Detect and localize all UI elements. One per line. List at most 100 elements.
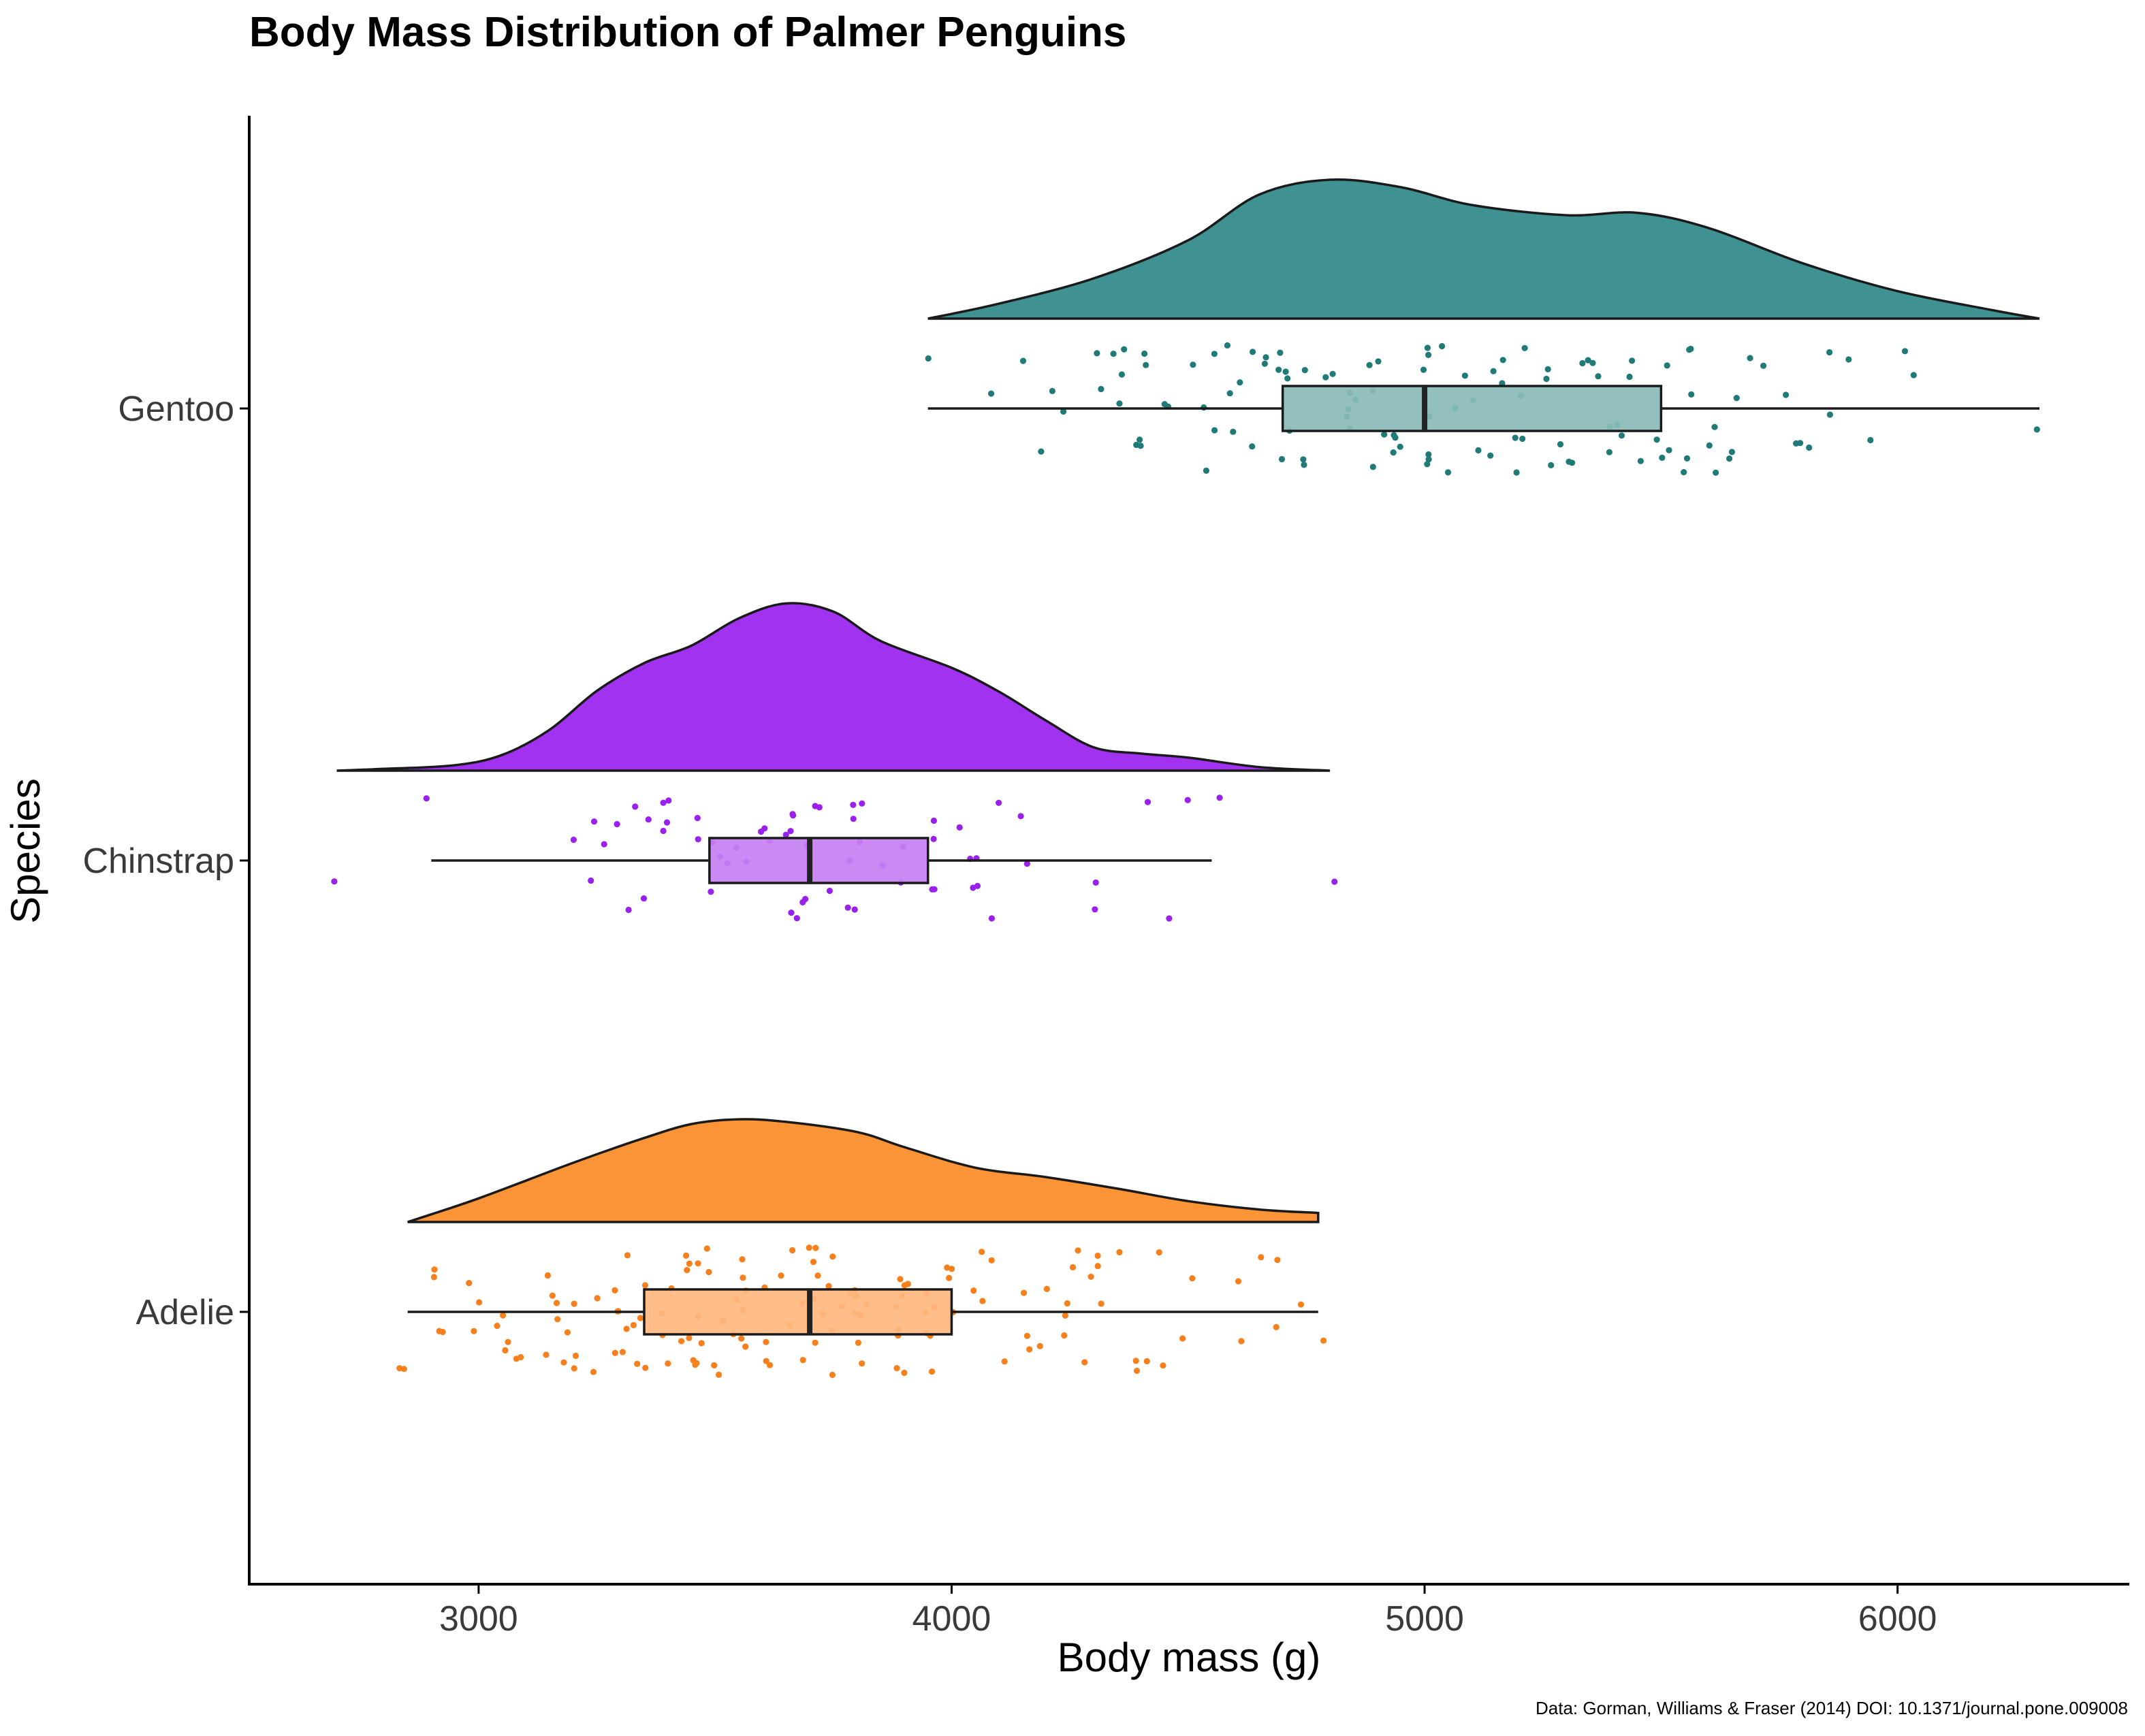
point-gentoo bbox=[1711, 423, 1718, 430]
point-gentoo bbox=[1301, 367, 1308, 374]
point-chinstrap bbox=[570, 836, 577, 843]
point-gentoo bbox=[1475, 447, 1482, 454]
point-adelie bbox=[1020, 1289, 1028, 1296]
point-gentoo bbox=[1653, 436, 1660, 443]
point-adelie bbox=[1023, 1332, 1030, 1339]
point-adelie bbox=[1258, 1254, 1265, 1261]
point-gentoo bbox=[1760, 362, 1767, 369]
point-adelie bbox=[543, 1351, 550, 1358]
point-gentoo bbox=[1606, 449, 1612, 455]
point-adelie bbox=[763, 1338, 769, 1345]
point-adelie bbox=[1116, 1249, 1123, 1255]
point-adelie bbox=[590, 1368, 597, 1375]
point-gentoo bbox=[1659, 454, 1666, 462]
density-chinstrap bbox=[336, 602, 1331, 772]
point-adelie bbox=[806, 1244, 812, 1251]
point-gentoo bbox=[1713, 469, 1719, 476]
point-chinstrap bbox=[588, 877, 594, 884]
point-adelie bbox=[901, 1369, 908, 1377]
point-chinstrap bbox=[850, 801, 857, 808]
density-gentoo bbox=[927, 178, 2040, 320]
point-gentoo bbox=[1141, 350, 1148, 357]
point-gentoo bbox=[1733, 395, 1740, 402]
point-adelie bbox=[431, 1266, 438, 1273]
point-gentoo bbox=[1133, 441, 1140, 449]
point-gentoo bbox=[1250, 349, 1256, 355]
point-chinstrap bbox=[601, 841, 607, 848]
point-chinstrap bbox=[1092, 879, 1099, 886]
point-chinstrap bbox=[663, 819, 671, 826]
point-adelie bbox=[494, 1322, 500, 1330]
point-gentoo bbox=[1261, 360, 1268, 367]
point-gentoo bbox=[1548, 462, 1555, 469]
point-gentoo bbox=[1049, 387, 1055, 395]
point-gentoo bbox=[1637, 457, 1644, 464]
point-gentoo bbox=[1664, 362, 1670, 369]
point-chinstrap bbox=[1331, 878, 1338, 885]
point-chinstrap bbox=[708, 888, 714, 895]
point-chinstrap bbox=[1092, 906, 1098, 913]
point-adelie bbox=[738, 1335, 745, 1342]
point-chinstrap bbox=[782, 831, 789, 838]
point-adelie bbox=[430, 1274, 438, 1281]
point-gentoo bbox=[1143, 361, 1149, 368]
point-chinstrap bbox=[988, 915, 995, 922]
point-gentoo bbox=[1375, 358, 1382, 365]
point-adelie bbox=[1179, 1335, 1186, 1342]
point-adelie bbox=[619, 1349, 626, 1355]
point-adelie bbox=[544, 1272, 552, 1279]
point-adelie bbox=[1069, 1264, 1077, 1271]
point-gentoo bbox=[2033, 426, 2040, 433]
point-gentoo bbox=[1161, 401, 1168, 408]
point-adelie bbox=[829, 1253, 836, 1260]
point-adelie bbox=[571, 1365, 577, 1372]
point-adelie bbox=[1043, 1285, 1050, 1292]
point-gentoo bbox=[1424, 461, 1431, 468]
point-adelie bbox=[763, 1357, 769, 1364]
point-adelie bbox=[1133, 1367, 1141, 1375]
point-gentoo bbox=[1121, 346, 1128, 353]
x-tick-label: 4000 bbox=[912, 1599, 991, 1639]
point-adelie bbox=[572, 1352, 579, 1360]
point-adelie bbox=[466, 1280, 473, 1287]
point-gentoo bbox=[1224, 342, 1230, 349]
point-adelie bbox=[665, 1360, 671, 1367]
point-adelie bbox=[641, 1282, 649, 1289]
point-gentoo bbox=[1513, 469, 1520, 476]
point-adelie bbox=[1098, 1300, 1105, 1307]
point-adelie bbox=[471, 1328, 477, 1334]
y-tick-label: Gentoo bbox=[118, 389, 234, 429]
point-adelie bbox=[789, 1247, 796, 1254]
point-adelie bbox=[571, 1300, 577, 1307]
point-adelie bbox=[979, 1298, 986, 1304]
x-tick-label: 6000 bbox=[1858, 1599, 1937, 1639]
point-gentoo bbox=[1425, 456, 1432, 463]
point-adelie bbox=[502, 1347, 509, 1354]
point-chinstrap bbox=[850, 816, 857, 822]
point-chinstrap bbox=[1216, 794, 1223, 801]
point-gentoo bbox=[1783, 391, 1790, 398]
point-adelie bbox=[1062, 1312, 1068, 1319]
point-adelie bbox=[812, 1244, 819, 1251]
point-adelie bbox=[703, 1245, 710, 1252]
point-chinstrap bbox=[802, 896, 809, 903]
point-gentoo bbox=[1038, 448, 1045, 455]
point-adelie bbox=[778, 1272, 784, 1279]
point-adelie bbox=[698, 1340, 705, 1347]
point-gentoo bbox=[1487, 452, 1494, 459]
point-adelie bbox=[564, 1329, 571, 1336]
point-gentoo bbox=[1688, 391, 1695, 398]
point-adelie bbox=[549, 1292, 556, 1299]
point-adelie bbox=[1026, 1346, 1033, 1353]
chart-caption: Data: Gorman, Williams & Fraser (2014) D… bbox=[1536, 1698, 2128, 1718]
point-adelie bbox=[1320, 1337, 1327, 1344]
point-gentoo bbox=[1793, 440, 1800, 447]
point-adelie bbox=[1235, 1278, 1242, 1285]
point-gentoo bbox=[1687, 345, 1694, 353]
point-adelie bbox=[678, 1338, 685, 1345]
point-adelie bbox=[799, 1357, 806, 1364]
point-adelie bbox=[893, 1365, 900, 1372]
point-adelie bbox=[553, 1300, 560, 1306]
y-tick-label: Chinstrap bbox=[82, 841, 234, 881]
point-gentoo bbox=[1585, 357, 1591, 364]
